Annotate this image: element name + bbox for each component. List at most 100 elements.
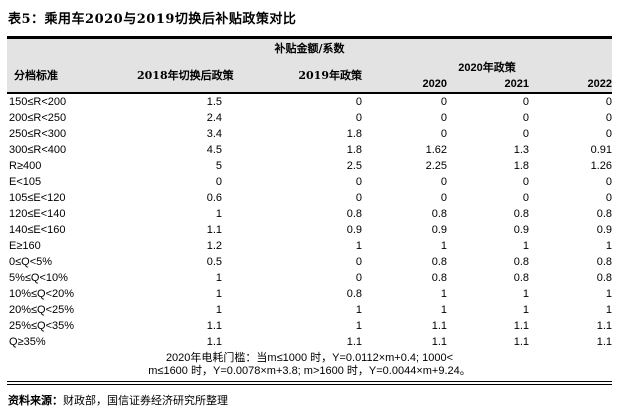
table-row: Q≥35% 1.1 1.1 1.1 1.1 1.1 <box>7 334 612 350</box>
cell-2019: 0 <box>355 95 362 108</box>
row-label: 140≤E<160 <box>9 223 66 236</box>
cell-2018: 1.2 <box>206 239 222 252</box>
cell-2020: 1.1 <box>431 335 447 348</box>
table-row: E<105 0 0 0 0 0 <box>7 174 612 190</box>
table-row: 200≤R<250 2.4 0 0 0 0 <box>7 110 612 126</box>
table-note: 2020年电耗门槛：当m≤1000 时，Y=0.0112×m+0.4; 1000… <box>7 349 612 385</box>
row-label: 5%≤Q<10% <box>9 271 68 284</box>
cell-2021: 1 <box>522 303 529 316</box>
header-policy-2018: 2018年切换后政策 <box>137 57 234 94</box>
table-note-body: 2020年电耗门槛：当m≤1000 时，Y=0.0112×m+0.4; 1000… <box>7 349 612 385</box>
table-row: 25%≤Q<35% 1.1 1 1.1 1.1 1.1 <box>7 318 612 334</box>
note-row: 2020年电耗门槛：当m≤1000 时，Y=0.0112×m+0.4; 1000… <box>7 349 612 385</box>
table-title: 表5：乘用车2020与2019切换后补贴政策对比 <box>8 12 297 27</box>
cell-2018: 1.5 <box>206 95 222 108</box>
cell-2022: 0.8 <box>596 207 612 220</box>
cell-2020: 0.8 <box>431 207 447 220</box>
table-row: 105≤E<120 0.6 0 0 0 0 <box>7 190 612 206</box>
row-label: 120≤E<140 <box>9 207 66 220</box>
cell-2022: 0 <box>605 127 612 140</box>
cell-2022: 0.9 <box>596 223 612 236</box>
cell-2020: 2.25 <box>425 159 447 172</box>
note-line-2: m≤1600 时，Y=0.0078×m+3.8; m>1600 时，Y=0.00… <box>148 364 471 377</box>
cell-2022: 0 <box>605 95 612 108</box>
cell-2020: 0 <box>440 127 447 140</box>
table-row: 20%≤Q<25% 1 1 1 1 1 <box>7 302 612 318</box>
cell-2022: 0 <box>605 111 612 124</box>
cell-2019: 0 <box>355 255 362 268</box>
header-group-row: 分档标准 2018年切换后政策 2019年政策 2020年政策 <box>7 57 612 94</box>
cell-2020: 0 <box>440 175 447 188</box>
row-label: 250≤R<300 <box>9 127 67 140</box>
cell-2020: 1 <box>440 287 447 300</box>
cell-2018: 3.4 <box>206 127 222 140</box>
table-row: 300≤R<400 4.5 1.8 1.62 1.3 0.91 <box>7 142 612 158</box>
cell-2019: 1.8 <box>346 143 362 156</box>
header-year-row: 2020 2021 2022 <box>7 75 612 94</box>
row-label: 150≤R<200 <box>9 95 67 108</box>
header-subsidy-amount: 补贴金额/系数 <box>7 37 612 58</box>
row-label: 300≤R<400 <box>9 143 67 156</box>
cell-2018: 1.1 <box>206 335 222 348</box>
cell-2021: 0 <box>522 111 529 124</box>
cell-2022: 1.1 <box>596 335 612 348</box>
table-header: 补贴金额/系数 分档标准 2018年切换后政策 2019年政策 2020年政策 … <box>7 37 612 94</box>
cell-2018: 5 <box>215 159 222 172</box>
cell-2018: 0.6 <box>206 191 222 204</box>
cell-2018: 1 <box>215 271 222 284</box>
cell-2018: 2.4 <box>206 111 222 124</box>
source-text: 财政部，国信证券经济研究所整理 <box>63 393 228 407</box>
row-label: 105≤E<120 <box>9 191 66 204</box>
table-row: 150≤R<200 1.5 0 0 0 0 <box>7 93 612 110</box>
cell-2022: 0.91 <box>590 143 612 156</box>
table-row: 140≤E<160 1.1 0.9 0.9 0.9 0.9 <box>7 222 612 238</box>
cell-2022: 1 <box>605 287 612 300</box>
cell-2019: 0.9 <box>346 223 362 236</box>
cell-2019: 1 <box>355 303 362 316</box>
row-label: 25%≤Q<35% <box>9 319 75 332</box>
cell-2022: 1.26 <box>590 159 612 172</box>
cell-2020: 0.9 <box>431 223 447 236</box>
header-criteria: 分档标准 <box>7 57 137 94</box>
table-row: 0≤Q<5% 0.5 0 0.8 0.8 0.8 <box>7 254 612 270</box>
cell-2018: 1 <box>215 303 222 316</box>
cell-2021: 0.9 <box>513 223 529 236</box>
cell-2021: 0 <box>522 191 529 204</box>
cell-2019: 1 <box>355 239 362 252</box>
row-label: Q≥35% <box>9 335 46 348</box>
cell-2019: 0 <box>355 191 362 204</box>
cell-2021: 1.3 <box>513 143 529 156</box>
cell-2019: 1.8 <box>346 127 362 140</box>
table-row: 250≤R<300 3.4 1.8 0 0 0 <box>7 126 612 142</box>
row-label: R≥400 <box>9 159 42 172</box>
header-span-row: 补贴金额/系数 <box>7 37 612 58</box>
cell-2020: 1.62 <box>425 143 447 156</box>
cell-2020: 1 <box>440 239 447 252</box>
row-label: 0≤Q<5% <box>9 255 53 268</box>
cell-2022: 1 <box>605 303 612 316</box>
cell-2019: 1 <box>355 319 362 332</box>
header-year-2021: 2021 <box>447 75 529 94</box>
cell-2021: 0.8 <box>513 207 529 220</box>
cell-2021: 1 <box>522 287 529 300</box>
cell-2021: 0 <box>522 127 529 140</box>
header-year-2022: 2022 <box>529 75 612 94</box>
cell-2022: 1.1 <box>596 319 612 332</box>
cell-2019: 0 <box>355 175 362 188</box>
cell-2022: 0.8 <box>596 255 612 268</box>
cell-2021: 1.8 <box>513 159 529 172</box>
cell-2019: 0.8 <box>346 287 362 300</box>
cell-2018: 1.1 <box>206 319 222 332</box>
subsidy-table: 补贴金额/系数 分档标准 2018年切换后政策 2019年政策 2020年政策 … <box>7 36 612 385</box>
cell-2022: 0.8 <box>596 271 612 284</box>
cell-2021: 0.8 <box>513 271 529 284</box>
row-label: 10%≤Q<20% <box>9 287 75 300</box>
table-row: 120≤E<140 1 0.8 0.8 0.8 0.8 <box>7 206 612 222</box>
cell-2018: 4.5 <box>206 143 222 156</box>
cell-2020: 0 <box>440 191 447 204</box>
cell-2020: 0 <box>440 111 447 124</box>
table-row: R≥400 5 2.5 2.25 1.8 1.26 <box>7 158 612 174</box>
header-policy-2019: 2019年政策 <box>222 57 362 94</box>
cell-2018: 0 <box>215 175 222 188</box>
